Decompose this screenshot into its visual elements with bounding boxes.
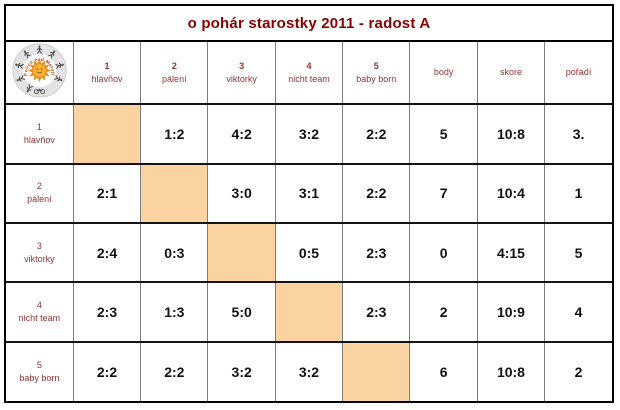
rank-cell: 1 [544, 162, 612, 223]
col-number: 3 [239, 60, 245, 71]
score-cell: 3:2 [207, 340, 276, 401]
score-cell: 2:2 [342, 162, 410, 223]
col-header-skore: skore [476, 42, 545, 105]
col-header-team-4: 4 nicht team [274, 42, 343, 105]
sun-icon [27, 58, 51, 83]
club-logo-icon: Police nad Metují [12, 43, 67, 98]
table-row: 1 hlavňov 1:2 4:2 3:2 2:2 5 10:8 3. [6, 103, 612, 164]
score-cell: 3:2 [274, 103, 343, 164]
col-team-name: nicht team [288, 73, 330, 84]
diagonal-cell [140, 162, 208, 223]
table-row: 3 viktorky 2:4 0:3 0:5 2:3 0 4:15 5 [6, 221, 612, 283]
results-sheet: o pohár starostky 2011 - radost A [4, 4, 614, 403]
score-cell: 4:2 [207, 103, 276, 164]
row-label: 2 pálení [6, 162, 74, 223]
score-cell: 0:3 [140, 221, 208, 283]
points-cell: 6 [409, 340, 478, 401]
table-row: 4 nicht team 2:3 1:3 5:0 2:3 2 10:9 4 [6, 281, 612, 342]
score-cell: 2:4 [72, 221, 141, 283]
rank-cell: 2 [544, 340, 612, 401]
score-cell: 3:1 [274, 162, 343, 223]
score-cell: 2:2 [72, 340, 141, 401]
header-row: Police nad Metují [6, 42, 612, 105]
diagonal-cell [342, 340, 410, 401]
score-cell: 2:1 [72, 162, 141, 223]
col-number: 4 [306, 60, 312, 71]
score-cell: 1:3 [140, 281, 208, 342]
col-team-name: baby born [356, 73, 397, 84]
page-title: o pohár starostky 2011 - radost A [187, 14, 431, 32]
row-team-name: nicht team [18, 312, 61, 323]
score-cell: 0:5 [274, 221, 343, 283]
col-stat-label: body [433, 67, 454, 78]
points-cell: 7 [409, 162, 478, 223]
row-number: 5 [36, 359, 42, 370]
diagonal-cell [207, 221, 276, 283]
row-team-name: pálení [27, 194, 52, 205]
row-team-name: viktorky [24, 253, 55, 264]
col-header-body: body [409, 42, 478, 105]
col-header-team-2: 2 pálení [140, 42, 208, 105]
col-number: 5 [373, 60, 379, 71]
goal-score-cell: 10:9 [476, 281, 545, 342]
score-cell: 1:2 [140, 103, 208, 164]
points-cell: 2 [409, 281, 478, 342]
score-cell: 3:2 [274, 340, 343, 401]
goal-score-cell: 10:8 [476, 340, 545, 401]
rank-cell: 5 [544, 221, 612, 283]
diagonal-cell [274, 281, 343, 342]
score-cell: 3:0 [207, 162, 276, 223]
title-bar: o pohár starostky 2011 - radost A [6, 6, 612, 42]
score-cell: 2:2 [342, 103, 410, 164]
col-stat-label: skore [499, 67, 522, 78]
col-header-team-5: 5 baby born [342, 42, 410, 105]
goal-score-cell: 10:4 [476, 162, 545, 223]
col-number: 1 [104, 60, 110, 71]
rank-cell: 4 [544, 281, 612, 342]
row-number: 4 [36, 299, 42, 310]
col-team-name: pálení [162, 73, 187, 84]
goal-score-cell: 10:8 [476, 103, 545, 164]
points-cell: 0 [409, 221, 478, 283]
col-header-team-1: 1 hlavňov [72, 42, 141, 105]
score-cell: 2:3 [342, 221, 410, 283]
row-team-name: hlavňov [23, 135, 55, 145]
row-label: 4 nicht team [6, 281, 74, 342]
row-team-name: baby born [19, 372, 60, 383]
score-cell: 2:2 [140, 340, 208, 401]
col-header-team-3: 3 viktorky [207, 42, 276, 105]
row-number: 3 [36, 240, 42, 251]
row-number: 2 [36, 181, 42, 192]
col-number: 2 [171, 60, 177, 71]
col-stat-label: pořadí [565, 67, 592, 78]
score-cell: 5:0 [207, 281, 276, 342]
logo-cell: Police nad Metují [6, 42, 73, 99]
points-cell: 5 [409, 103, 478, 164]
diagonal-cell [72, 103, 141, 164]
row-number: 1 [36, 122, 42, 132]
col-header-poradi: pořadí [544, 42, 612, 105]
table-row: 2 pálení 2:1 3:0 3:1 2:2 7 10:4 1 [6, 162, 612, 223]
score-cell: 2:3 [342, 281, 410, 342]
col-team-name: viktorky [226, 73, 257, 84]
col-team-name: hlavňov [91, 73, 123, 84]
rank-cell: 3. [544, 103, 612, 164]
table-row: 5 baby born 2:2 2:2 3:2 3:2 6 10:8 2 [6, 340, 612, 401]
row-label: 5 baby born [6, 340, 74, 401]
row-label: 3 viktorky [6, 221, 74, 283]
score-cell: 2:3 [72, 281, 141, 342]
goal-score-cell: 4:15 [476, 221, 545, 283]
results-table: Police nad Metují [6, 42, 612, 401]
row-label: 1 hlavňov [6, 103, 74, 164]
